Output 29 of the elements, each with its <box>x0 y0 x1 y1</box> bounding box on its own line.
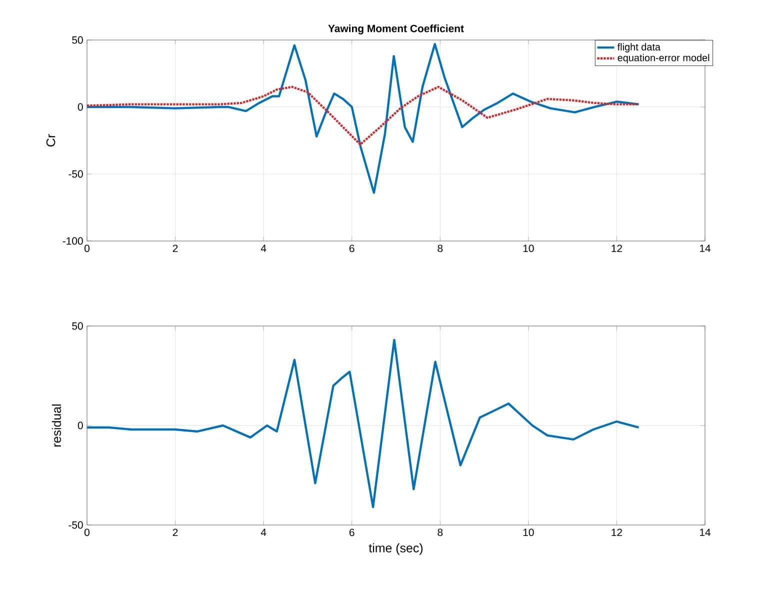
x-tick-label: 10 <box>523 528 534 536</box>
y-tick-label: 50 <box>72 322 83 330</box>
x-tick-label: 14 <box>700 528 711 536</box>
y-tick-label: 0 <box>78 422 83 430</box>
x-tick-label: 6 <box>349 528 354 536</box>
y-axis-title: Cr <box>46 134 56 146</box>
text: flight data <box>617 43 661 52</box>
y-axis-title: residual <box>52 404 62 446</box>
x-axis-title: time (sec) <box>368 543 423 555</box>
y-tick-label: 0 <box>78 103 83 111</box>
x-tick-label: 2 <box>172 244 178 252</box>
y-tick-label: -100 <box>62 237 83 245</box>
y-tick-label: -50 <box>68 170 83 178</box>
x-tick-label: 12 <box>612 244 622 252</box>
x-tick-label: 2 <box>172 528 178 536</box>
x-tick-label: 0 <box>84 244 90 252</box>
x-tick-label: 14 <box>700 244 711 252</box>
x-tick-label: 10 <box>523 244 534 252</box>
y-tick-label: 50 <box>72 36 83 44</box>
y-tick-label: -50 <box>68 521 83 529</box>
x-tick-label: 4 <box>260 528 266 536</box>
x-tick-label: 8 <box>438 528 443 536</box>
x-tick-label: 0 <box>84 528 90 536</box>
x-tick-label: 6 <box>349 244 354 252</box>
chart-title: Yawing Moment Coefficient <box>328 24 464 34</box>
legend-label: equation-error model <box>618 54 710 64</box>
x-tick-label: 8 <box>438 244 443 252</box>
x-tick-label: 4 <box>260 244 266 252</box>
x-tick-label: 12 <box>612 528 622 536</box>
